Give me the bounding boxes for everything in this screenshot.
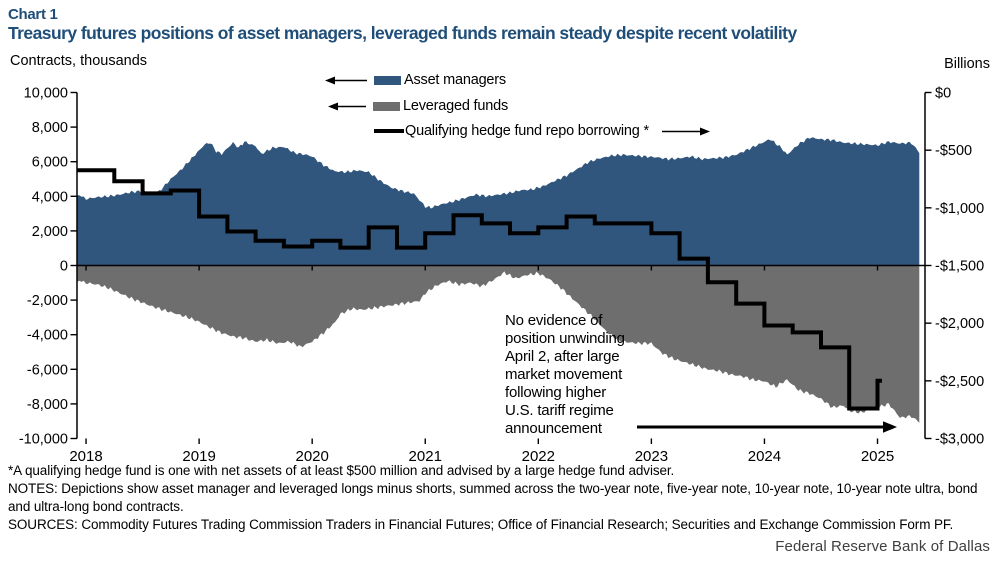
leveraged-funds-area (77, 265, 920, 423)
x-axis-year-label: 2019 (182, 448, 215, 465)
left-arrow-icon (328, 102, 366, 110)
left-arrow-icon (325, 76, 367, 84)
right-axis-unit-label: Billions (944, 56, 990, 72)
legend-item-repo-borrowing: Qualifying hedge fund repo borrowing * (374, 123, 710, 139)
page-title: Treasury futures positions of asset mana… (8, 23, 797, 43)
asset-managers-swatch (374, 75, 401, 85)
tariff-annotation-arrow (637, 421, 897, 433)
legend-item-leveraged-funds: Leveraged funds (328, 98, 508, 114)
left-axis-tick-label: 2,000 (32, 224, 68, 240)
left-axis-tick-label: -8,000 (27, 397, 68, 413)
right-axis-tick-label: -$3,000 (935, 432, 984, 448)
x-axis-year-label: 2018 (69, 448, 102, 465)
area-series-group (77, 137, 920, 423)
right-axis-tick-label: -$2,000 (935, 316, 984, 332)
chart-number: Chart 1 (8, 6, 58, 23)
right-axis-tick-label: $0 (935, 86, 951, 102)
axes-group (70, 91, 932, 444)
left-axis-tick-label: -4,000 (27, 328, 68, 344)
tariff-annotation-text: No evidence of position unwinding April … (505, 312, 625, 437)
tick-labels-group: 10,000 8,000 6,000 4,000 2,000 0 -2,000 -4,000 -… (19, 86, 984, 466)
left-axis-tick-label: -10,000 (19, 432, 68, 448)
repo-line-swatch (374, 129, 404, 133)
x-axis-year-label: 2025 (861, 448, 894, 465)
footnote-asterisk: *A qualifying hedge fund is one with net… (8, 463, 675, 478)
right-axis-tick-label: -$500 (935, 143, 972, 159)
footnote-sources: SOURCES: Commodity Futures Trading Commi… (8, 517, 954, 532)
x-axis-year-label: 2023 (635, 448, 668, 465)
legend-item-asset-managers: Asset managers (325, 72, 506, 88)
legend-label-leveraged-funds: Leveraged funds (403, 98, 509, 114)
legend-label-asset-managers: Asset managers (404, 72, 506, 88)
left-axis-tick-label: 10,000 (24, 86, 68, 102)
legend-label-repo-borrowing: Qualifying hedge fund repo borrowing * (405, 123, 649, 139)
left-axis-tick-label: 4,000 (32, 189, 68, 205)
left-axis-tick-label: -6,000 (27, 362, 68, 378)
right-axis-tick-label: -$1,000 (935, 201, 984, 217)
footnote-notes: NOTES: Depictions show asset manager and… (8, 481, 978, 514)
left-axis-tick-label: 0 (60, 259, 68, 275)
x-axis-year-label: 2020 (295, 448, 328, 465)
asset-managers-area (77, 137, 920, 266)
x-axis-year-label: 2024 (748, 448, 781, 465)
right-arrow-icon (661, 127, 710, 135)
left-axis-tick-label: 6,000 (32, 155, 68, 171)
left-axis-tick-label: -2,000 (27, 293, 68, 309)
right-axis-tick-label: -$2,500 (935, 374, 984, 390)
x-axis-year-label: 2021 (409, 448, 442, 465)
repo-borrowing-line (77, 168, 882, 411)
left-axis-unit-label: Contracts, thousands (10, 53, 148, 69)
left-axis-tick-label: 8,000 (32, 120, 68, 136)
x-axis-year-label: 2022 (522, 448, 555, 465)
right-axis-tick-label: -$1,500 (935, 259, 984, 275)
bank-credit: Federal Reserve Bank of Dallas (775, 538, 990, 555)
leveraged-funds-swatch (373, 101, 400, 111)
